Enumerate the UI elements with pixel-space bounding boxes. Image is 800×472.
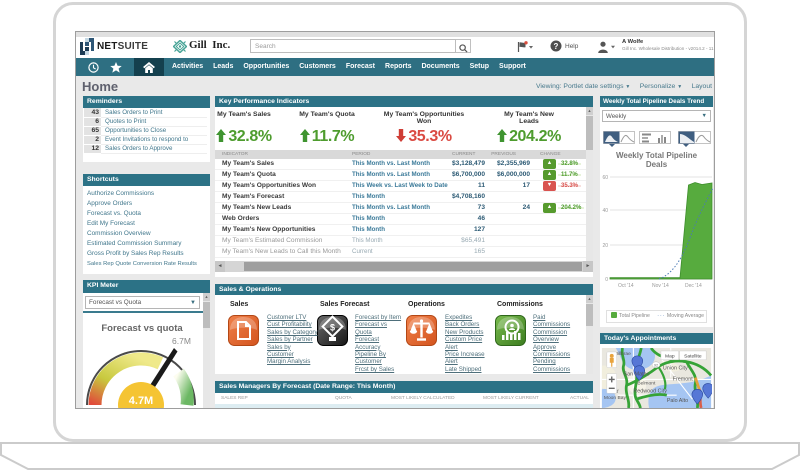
svg-text:0: 0 xyxy=(605,277,608,283)
svg-text:20: 20 xyxy=(602,243,608,249)
svg-text:Belmont: Belmont xyxy=(637,380,656,386)
svg-text:Millbrae: Millbrae xyxy=(614,351,631,357)
svg-text:Dec '14: Dec '14 xyxy=(685,283,702,289)
svg-text:Oct '14: Oct '14 xyxy=(618,283,634,289)
svg-text:Union City: Union City xyxy=(663,366,688,372)
svg-text:60: 60 xyxy=(602,175,608,181)
svg-text:92: 92 xyxy=(654,363,658,368)
svg-text:Satellite: Satellite xyxy=(684,353,702,359)
svg-text:Redwood City: Redwood City xyxy=(633,388,667,394)
svg-text:40: 40 xyxy=(602,208,608,214)
svg-text:Map: Map xyxy=(665,353,675,359)
svg-text:San Mateo: San Mateo xyxy=(624,372,650,378)
svg-text:Palo Alto: Palo Alto xyxy=(667,398,688,404)
svg-text:$: $ xyxy=(330,323,335,333)
svg-text:Nov '14: Nov '14 xyxy=(652,283,669,289)
svg-text:?: ? xyxy=(554,42,559,51)
svg-text:Moon Bay: Moon Bay xyxy=(604,395,627,401)
svg-text:Fremont: Fremont xyxy=(673,376,694,382)
svg-text:4.7M: 4.7M xyxy=(129,395,153,407)
